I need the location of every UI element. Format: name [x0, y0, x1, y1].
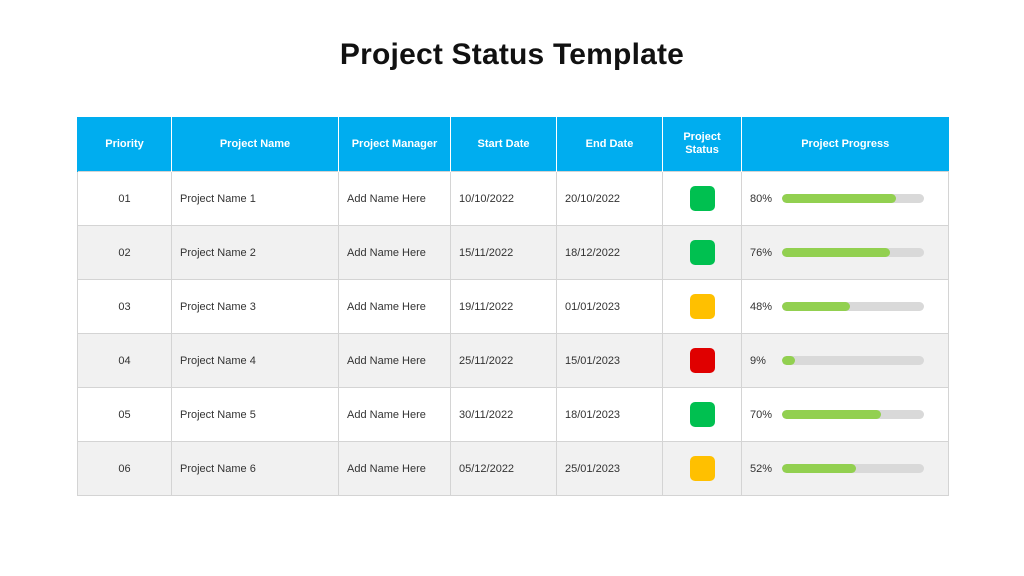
progress-percent: 80% — [750, 192, 773, 205]
progress-bar — [782, 356, 924, 365]
progress-bar-fill — [782, 356, 795, 365]
cell-priority: 01 — [77, 171, 172, 226]
cell-project-progress: 48% — [741, 279, 949, 334]
progress-percent: 70% — [750, 408, 773, 421]
cell-project-status — [662, 225, 742, 280]
cell-start-date: 15/11/2022 — [450, 225, 557, 280]
progress-group: 80% — [750, 193, 940, 205]
table-row: 06 Project Name 6 Add Name Here 05/12/2022 2… — [77, 441, 949, 496]
header-start-date: Start Date — [450, 117, 557, 172]
cell-project-progress: 80% — [741, 171, 949, 226]
progress-percent: 48% — [750, 300, 773, 313]
header-project-manager: Project Manager — [338, 117, 451, 172]
progress-percent: 9% — [750, 354, 766, 367]
cell-project-status — [662, 387, 742, 442]
table-header-row: Priority Project Name Project Manager St… — [77, 117, 949, 172]
progress-percent: 52% — [750, 462, 773, 475]
status-indicator — [689, 186, 715, 211]
cell-project-name: Project Name 5 — [171, 387, 339, 442]
cell-project-manager: Add Name Here — [338, 171, 451, 226]
cell-project-status — [662, 333, 742, 388]
cell-project-progress: 70% — [741, 387, 949, 442]
table-row: 03 Project Name 3 Add Name Here 19/11/2022 0… — [77, 279, 949, 334]
cell-priority: 04 — [77, 333, 172, 388]
cell-start-date: 10/10/2022 — [450, 171, 557, 226]
cell-project-name: Project Name 1 — [171, 171, 339, 226]
table-body: 01 Project Name 1 Add Name Here 10/10/2022 2… — [77, 171, 949, 496]
cell-project-status — [662, 171, 742, 226]
cell-priority: 05 — [77, 387, 172, 442]
progress-bar-fill — [782, 248, 890, 257]
cell-project-manager: Add Name Here — [338, 279, 451, 334]
cell-priority: 06 — [77, 441, 172, 496]
header-project-status: Project Status — [662, 117, 742, 172]
cell-start-date: 19/11/2022 — [450, 279, 557, 334]
progress-group: 52% — [750, 463, 940, 475]
progress-group: 70% — [750, 409, 940, 421]
cell-project-name: Project Name 6 — [171, 441, 339, 496]
page-title: Project Status Template — [339, 38, 685, 71]
cell-start-date: 25/11/2022 — [450, 333, 557, 388]
table-row: 01 Project Name 1 Add Name Here 10/10/2022 2… — [77, 171, 949, 226]
cell-project-status — [662, 441, 742, 496]
cell-project-manager: Add Name Here — [338, 441, 451, 496]
progress-bar-fill — [782, 410, 882, 419]
header-project-progress: Project Progress — [741, 117, 949, 172]
status-indicator — [689, 402, 715, 427]
cell-project-manager: Add Name Here — [338, 387, 451, 442]
cell-project-name: Project Name 4 — [171, 333, 339, 388]
cell-start-date: 05/12/2022 — [450, 441, 557, 496]
progress-bar — [782, 248, 924, 257]
progress-bar — [782, 194, 924, 203]
cell-end-date: 15/01/2023 — [556, 333, 663, 388]
cell-start-date: 30/11/2022 — [450, 387, 557, 442]
cell-project-manager: Add Name Here — [338, 225, 451, 280]
header-project-status-label: Project Status — [683, 131, 721, 156]
progress-bar-fill — [782, 302, 851, 311]
progress-group: 76% — [750, 247, 940, 259]
cell-priority: 03 — [77, 279, 172, 334]
project-status-table: Priority Project Name Project Manager St… — [77, 117, 949, 496]
cell-project-progress: 76% — [741, 225, 949, 280]
header-priority: Priority — [77, 117, 172, 172]
progress-bar — [782, 410, 924, 419]
progress-group: 9% — [750, 355, 940, 367]
cell-end-date: 18/12/2022 — [556, 225, 663, 280]
cell-project-manager: Add Name Here — [338, 333, 451, 388]
table-row: 02 Project Name 2 Add Name Here 15/11/2022 1… — [77, 225, 949, 280]
progress-bar-fill — [782, 464, 856, 473]
table-row: 05 Project Name 5 Add Name Here 30/11/2022 1… — [77, 387, 949, 442]
header-end-date: End Date — [556, 117, 663, 172]
cell-priority: 02 — [77, 225, 172, 280]
progress-bar — [782, 302, 924, 311]
progress-group: 48% — [750, 301, 940, 313]
cell-end-date: 18/01/2023 — [556, 387, 663, 442]
table-row: 04 Project Name 4 Add Name Here 25/11/2022 1… — [77, 333, 949, 388]
status-indicator — [689, 456, 715, 481]
cell-end-date: 25/01/2023 — [556, 441, 663, 496]
cell-end-date: 20/10/2022 — [556, 171, 663, 226]
status-indicator — [689, 294, 715, 319]
status-indicator — [689, 240, 715, 265]
cell-project-status — [662, 279, 742, 334]
cell-project-name: Project Name 2 — [171, 225, 339, 280]
status-indicator — [689, 348, 715, 373]
cell-project-progress: 9% — [741, 333, 949, 388]
progress-bar — [782, 464, 924, 473]
cell-end-date: 01/01/2023 — [556, 279, 663, 334]
cell-project-progress: 52% — [741, 441, 949, 496]
header-project-name: Project Name — [171, 117, 339, 172]
progress-percent: 76% — [750, 246, 773, 259]
progress-bar-fill — [782, 194, 896, 203]
cell-project-name: Project Name 3 — [171, 279, 339, 334]
